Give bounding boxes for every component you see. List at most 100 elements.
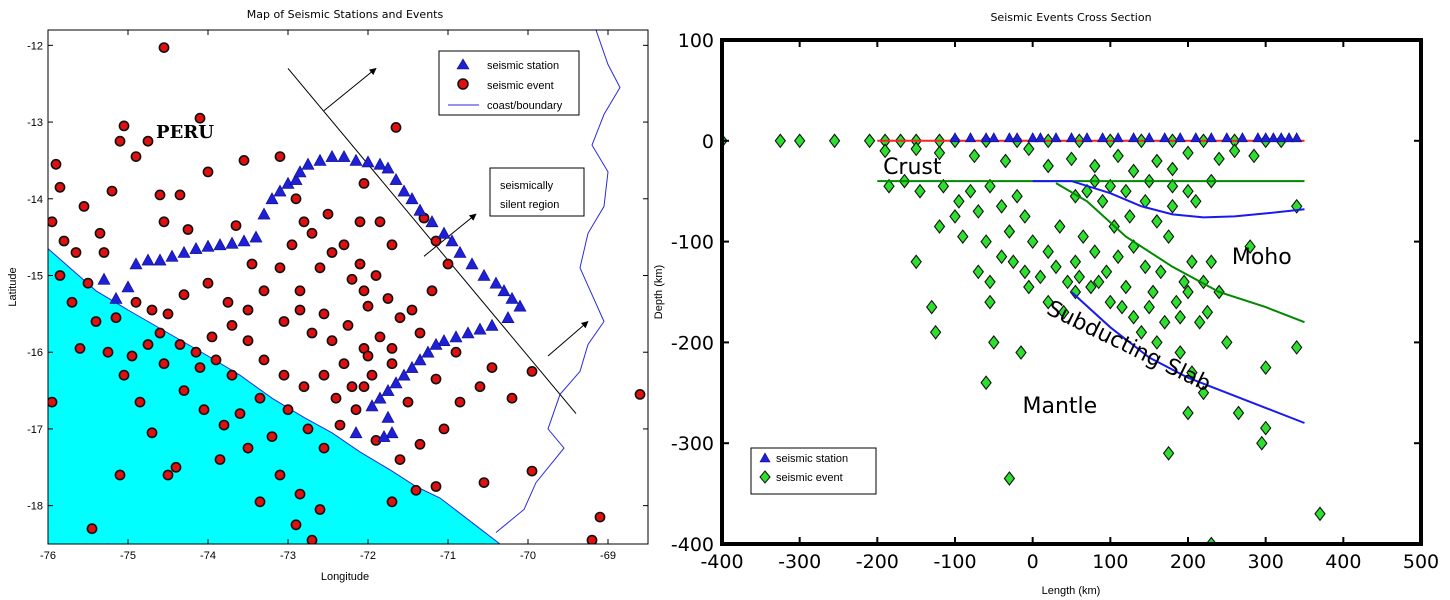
map-event-marker [114,469,126,481]
legend-event-label-2: seismic event [776,472,843,484]
section-event-marker [937,178,950,194]
map-event-marker [254,392,266,404]
map-event-marker [318,369,330,381]
map-event-marker [370,270,382,281]
map-event-marker [354,216,366,228]
section-station-marker [1027,132,1039,143]
section-event-marker [1248,148,1260,164]
section-event-marker [1120,279,1132,295]
section-event-marker [1314,506,1326,522]
section-event-marker [1182,284,1194,300]
map-event-marker [194,362,206,373]
map-event-marker [410,484,422,496]
section-event-marker [1194,314,1206,330]
section-x-tick-label: 0 [1027,551,1039,573]
section-station-marker [1081,132,1093,143]
map-station-marker [489,276,503,289]
map-event-marker [242,442,254,454]
map-event-marker [450,346,462,358]
direction-arrow [323,67,377,111]
legend-coast-label: coast/boundary [487,100,563,112]
section-event-marker [1065,151,1078,167]
section-event-marker [1197,385,1210,401]
map-x-tick-label: -69 [600,550,616,562]
map-station-marker [265,192,279,205]
section-event-marker [1232,405,1245,421]
map-x-tick-label: -72 [360,550,376,562]
section-event-marker [883,178,895,194]
section-x-tick-label: 500 [1403,551,1439,573]
section-event-marker [1182,145,1194,161]
section-station-marker [1205,132,1217,143]
section-event-marker [1182,405,1194,421]
section-event-marker [1151,213,1163,229]
map-y-tick-label: -13 [27,117,43,129]
map-y-tick-label: -18 [27,501,43,513]
map-x-tick-label: -74 [200,550,216,562]
section-event-marker [914,183,926,199]
map-event-marker [414,327,426,339]
map-event-marker [238,154,250,166]
map-event-marker [146,304,158,316]
map-x-tick-label: -71 [440,550,456,562]
map-station-marker [389,376,403,389]
map-event-marker [438,423,450,435]
section-x-tick-label: 300 [1248,551,1284,573]
map-event-marker [234,408,246,419]
section-station-marker [988,132,1000,143]
map-station-marker [437,226,451,239]
map-event-marker [430,481,442,492]
map-station-marker [313,153,327,166]
map-station-marker [421,345,435,358]
map-y-tick-label: -14 [27,194,43,206]
section-event-marker [1023,279,1035,295]
svg-text:PERU: PERU [156,122,214,143]
map-event-marker [366,369,378,381]
map-y-tick-label: -16 [27,347,43,359]
map-event-marker [74,342,86,354]
section-station-marker [1034,132,1046,143]
map-event-marker [290,193,302,205]
section-event-marker [1166,198,1179,214]
map-event-marker [146,427,158,439]
map-y-axis-label: Latitude [7,267,19,306]
section-event-marker [1162,445,1175,461]
map-event-marker [130,151,142,162]
section-event-marker [1228,143,1241,159]
section-event-marker [828,133,841,149]
section-event-marker [957,229,969,245]
map-event-marker [326,335,338,347]
map-event-marker [322,208,334,220]
map-station-marker [249,230,263,243]
section-event-marker [1019,264,1031,280]
map-event-marker [50,158,62,170]
map-station-marker [445,234,459,247]
section-event-marker [1100,264,1113,280]
section-y-tick-label: -100 [671,232,714,254]
section-event-marker [972,264,984,280]
section-event-marker [1019,208,1031,224]
map-event-marker [362,350,374,362]
map-event-marker [430,373,442,385]
map-station-marker [501,311,515,324]
map-event-marker [426,285,438,297]
section-annotation: Crust [883,155,942,180]
map-event-marker [86,523,98,535]
map-event-marker [302,423,314,435]
svg-text:silent region: silent region [500,199,559,211]
section-event-marker [1178,274,1190,290]
map-event-marker [430,235,442,247]
section-event-marker [926,299,938,315]
map-event-marker [306,327,318,339]
map-event-marker [314,504,326,515]
map-event-marker [246,258,258,270]
direction-arrow [423,213,477,257]
section-event-marker [1104,294,1116,310]
map-event-marker [634,388,646,400]
section-event-marker [964,183,977,199]
map-event-marker [202,277,214,289]
section-event-marker [1089,244,1101,260]
section-event-marker [1027,234,1039,250]
section-event-marker [999,153,1012,169]
map-event-marker [526,365,538,377]
